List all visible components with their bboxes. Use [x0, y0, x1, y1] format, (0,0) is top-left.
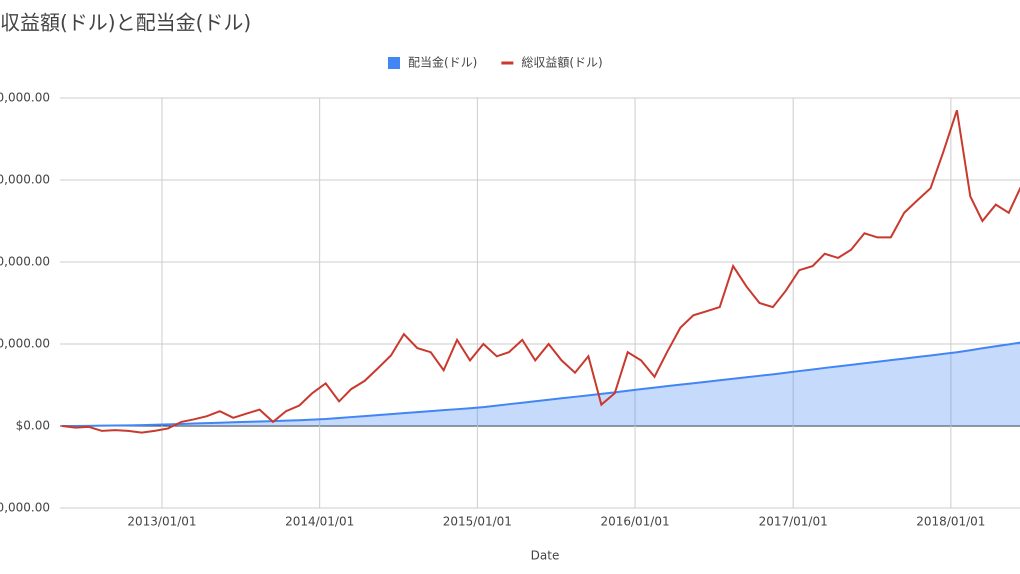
legend-label: 配当金(ドル)	[408, 55, 477, 70]
legend-label: 総収益額(ドル)	[521, 56, 602, 70]
chart-title: 総収益額(ドル)と配当金(ドル)	[0, 11, 251, 35]
x-tick-label: 2018/01/01	[916, 515, 985, 529]
y-tick-label: $30,000.00	[0, 173, 50, 187]
x-tick-label: 2017/01/01	[759, 515, 828, 529]
legend-swatch	[388, 57, 400, 69]
line	[62, 109, 1020, 434]
y-tick-label: $0.00	[16, 419, 50, 433]
y-tick-label: $10,000.00	[0, 337, 50, 351]
y-tick-label: $20,000.00	[0, 255, 50, 269]
area-line	[62, 341, 1020, 427]
x-axis-label: Date	[531, 549, 560, 563]
y-tick-label: -$10,000.00	[0, 501, 50, 515]
y-tick-label: $40,000.00	[0, 91, 50, 105]
x-tick-label: 2015/01/01	[443, 515, 512, 529]
x-tick-label: 2014/01/01	[285, 515, 354, 529]
x-tick-label: 2016/01/01	[600, 515, 669, 529]
area-fill	[62, 342, 1020, 426]
x-tick-label: 2013/01/01	[127, 515, 196, 529]
